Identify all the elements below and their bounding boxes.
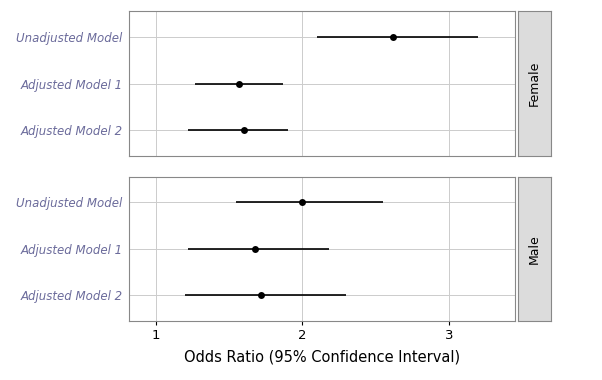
Text: Female: Female (528, 61, 541, 106)
X-axis label: Odds Ratio (95% Confidence Interval): Odds Ratio (95% Confidence Interval) (184, 349, 460, 364)
Text: Male: Male (528, 234, 541, 264)
